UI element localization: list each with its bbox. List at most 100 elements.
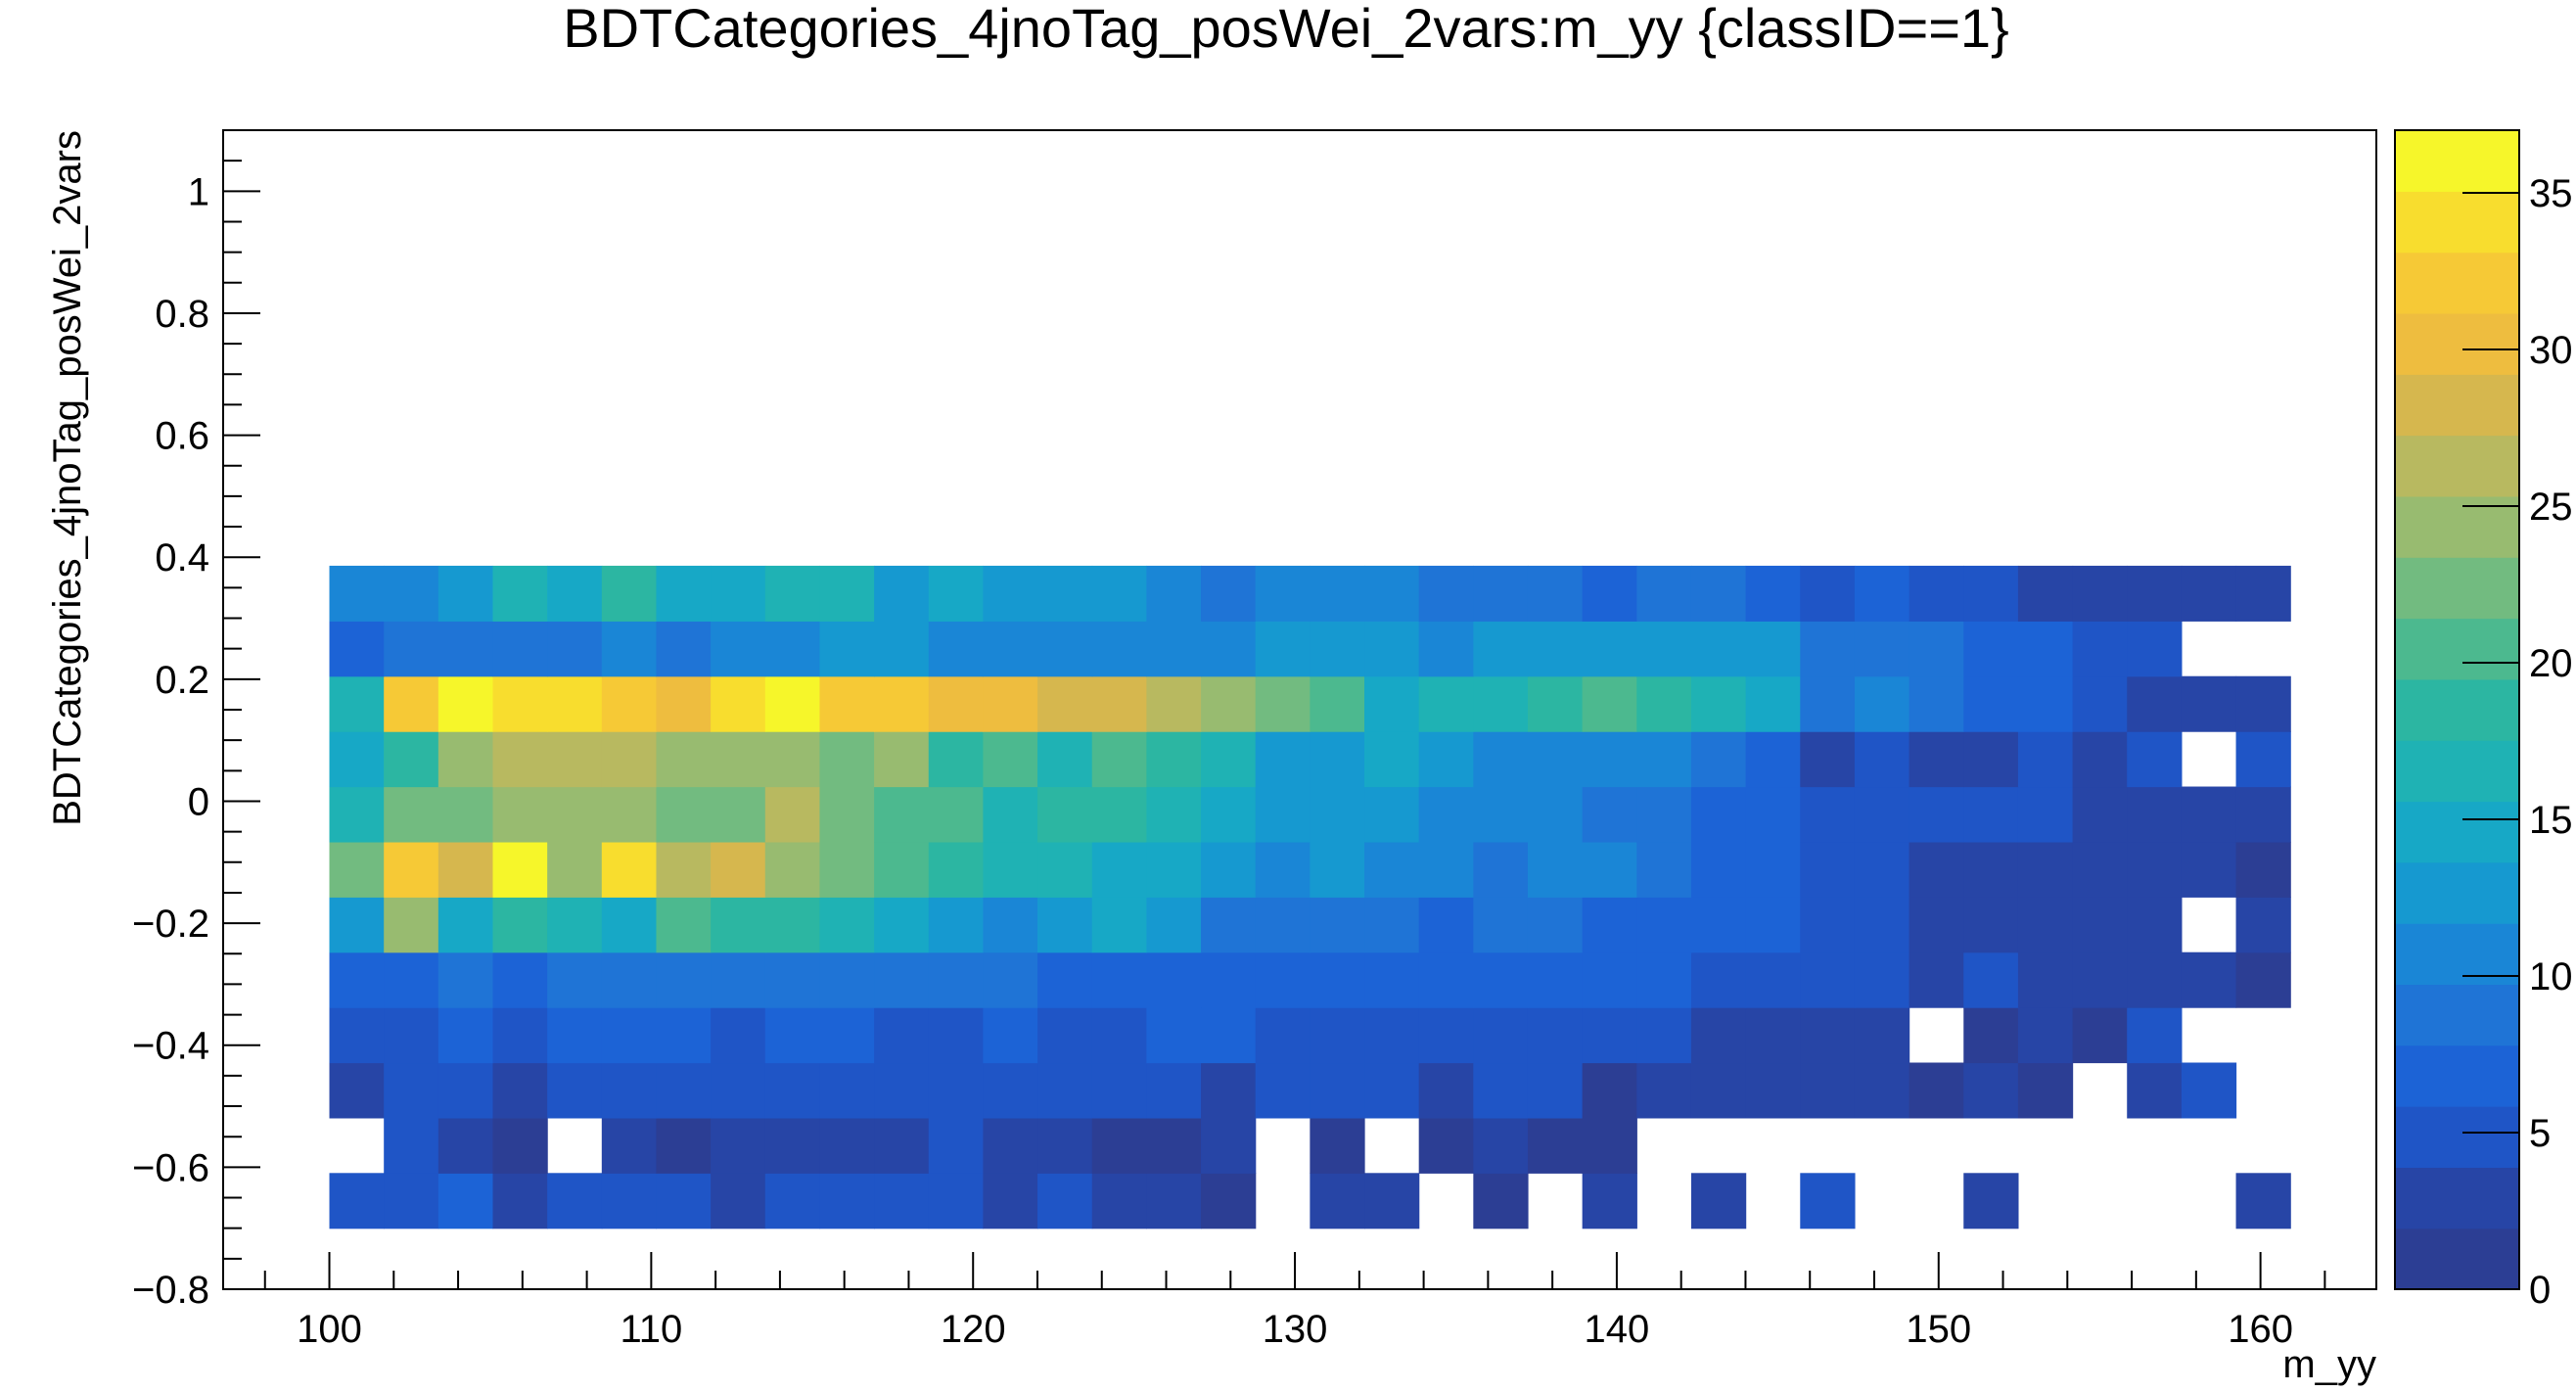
- heatmap-cell: [983, 675, 1038, 732]
- heatmap-cell: [547, 897, 603, 953]
- heatmap-cell: [1418, 675, 1474, 732]
- heatmap-cell: [1745, 1062, 1801, 1119]
- heatmap-cell: [547, 1062, 603, 1119]
- heatmap-cell: [2181, 786, 2237, 843]
- heatmap-cell: [1255, 951, 1311, 1008]
- heatmap-cell: [1963, 1007, 2019, 1064]
- color-scale-band: [2395, 312, 2519, 375]
- heatmap-cell: [1146, 1062, 1202, 1119]
- heatmap-cell: [819, 675, 875, 732]
- heatmap-cell: [1310, 1062, 1365, 1119]
- heatmap-cell: [1201, 786, 1257, 843]
- heatmap-cell: [1745, 675, 1801, 732]
- heatmap-cell: [1690, 786, 1747, 843]
- heatmap-cell: [1636, 951, 1692, 1008]
- heatmap-cell: [1527, 731, 1584, 788]
- heatmap-cell: [1037, 1062, 1093, 1119]
- heatmap-cell: [1255, 621, 1311, 677]
- heatmap-cell: [1310, 1173, 1365, 1230]
- heatmap-cell: [1963, 1173, 2019, 1230]
- heatmap-cell: [1310, 786, 1365, 843]
- heatmap-cells: [329, 565, 2291, 1230]
- heatmap-cell: [1037, 675, 1093, 732]
- heatmap-cell: [329, 786, 385, 843]
- heatmap-cell: [1418, 1117, 1474, 1174]
- heatmap-cell: [1418, 897, 1474, 953]
- heatmap-cell: [492, 897, 548, 953]
- heatmap-cell: [1146, 951, 1202, 1008]
- heatmap-cell: [1800, 1062, 1856, 1119]
- heatmap-cell: [983, 1117, 1038, 1174]
- heatmap-cell: [1418, 565, 1474, 622]
- heatmap-cell: [1255, 786, 1311, 843]
- heatmap-cell: [2072, 565, 2128, 622]
- heatmap-cell: [1255, 1062, 1311, 1119]
- heatmap-cell: [1636, 841, 1692, 898]
- heatmap-cell: [1201, 1062, 1257, 1119]
- heatmap-cell: [1146, 897, 1202, 953]
- heatmap-cell: [492, 731, 548, 788]
- heatmap-cell: [1146, 621, 1202, 677]
- heatmap-cell: [1201, 675, 1257, 732]
- heatmap-cell: [2235, 1173, 2291, 1230]
- heatmap-cell: [1037, 1117, 1093, 1174]
- color-scale-band: [2395, 130, 2519, 192]
- heatmap-cell: [1963, 1062, 2019, 1119]
- heatmap-cell: [711, 1007, 766, 1064]
- x-tick-label: 110: [620, 1308, 682, 1351]
- heatmap-cell: [2017, 1062, 2074, 1119]
- heatmap-cell: [1418, 621, 1474, 677]
- heatmap-cell: [1091, 675, 1147, 732]
- heatmap-cell: [819, 1062, 875, 1119]
- heatmap-cell: [2017, 731, 2074, 788]
- heatmap-cell: [2235, 675, 2291, 732]
- heatmap-cell: [2072, 675, 2128, 732]
- heatmap-cell: [1854, 565, 1910, 622]
- x-tick-label: 100: [297, 1308, 362, 1351]
- heatmap-cell: [492, 1062, 548, 1119]
- heatmap-cell: [1582, 675, 1637, 732]
- heatmap-cell: [1582, 621, 1637, 677]
- heatmap-cell: [2072, 951, 2128, 1008]
- color-scale-band: [2395, 740, 2519, 803]
- y-tick-label: 0.2: [155, 659, 209, 702]
- heatmap-cell: [437, 1173, 494, 1230]
- heatmap-cell: [819, 1173, 875, 1230]
- heatmap-cell: [547, 731, 603, 788]
- y-tick-label: −0.6: [132, 1146, 209, 1189]
- color-scale-label: 20: [2529, 642, 2573, 685]
- heatmap-cell: [1963, 731, 2019, 788]
- heatmap-cell: [1364, 1173, 1420, 1230]
- heatmap-cell: [1310, 675, 1365, 732]
- heatmap-cell: [928, 841, 985, 898]
- heatmap-cell: [1310, 1007, 1365, 1064]
- heatmap-cell: [329, 897, 385, 953]
- heatmap-cell: [656, 565, 712, 622]
- heatmap-cell: [437, 1062, 494, 1119]
- heatmap-cell: [711, 1062, 766, 1119]
- heatmap-cell: [1636, 786, 1692, 843]
- heatmap-cell: [1364, 897, 1420, 953]
- heatmap-cell: [1255, 1007, 1311, 1064]
- heatmap-cell: [1800, 841, 1856, 898]
- color-scale-label: 15: [2529, 799, 2573, 842]
- heatmap-cell: [547, 621, 603, 677]
- heatmap-cell: [1745, 621, 1801, 677]
- x-axis-label: m_yy: [2282, 1343, 2376, 1386]
- heatmap-cell: [983, 731, 1038, 788]
- heatmap-cell: [1201, 731, 1257, 788]
- heatmap-cell: [874, 1007, 930, 1064]
- heatmap-cell: [1690, 951, 1747, 1008]
- heatmap-cell: [1418, 786, 1474, 843]
- heatmap-cell: [1310, 621, 1365, 677]
- heatmap-cell: [2127, 731, 2183, 788]
- heatmap-cell: [1091, 951, 1147, 1008]
- heatmap-cell: [1636, 731, 1692, 788]
- heatmap-cell: [711, 786, 766, 843]
- heatmap-cell: [492, 841, 548, 898]
- heatmap-cell: [1636, 565, 1692, 622]
- heatmap-cell: [2127, 786, 2183, 843]
- heatmap-cell: [1636, 621, 1692, 677]
- heatmap-cell: [1310, 841, 1365, 898]
- heatmap-cell: [1201, 621, 1257, 677]
